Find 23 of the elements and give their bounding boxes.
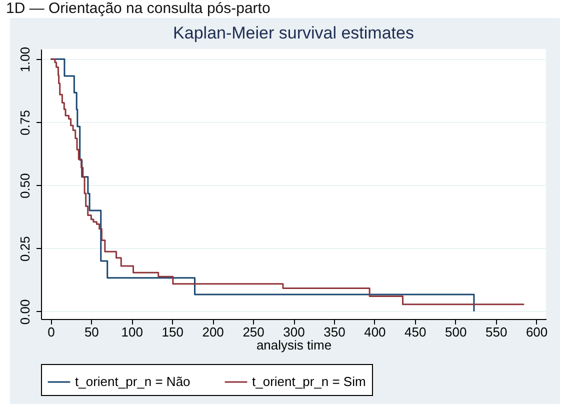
legend-label: t_orient_pr_n = Sim [252, 374, 366, 389]
y-tick-label: 0.75 [18, 110, 32, 136]
y-tick-label: 1.00 [18, 46, 32, 72]
x-tick-label: 250 [242, 324, 264, 340]
x-tick-label: 500 [445, 324, 467, 340]
x-tick-label: 0 [48, 324, 55, 340]
x-tick-label: 300 [283, 324, 305, 340]
x-tick-label: 100 [121, 324, 143, 340]
chart-title: Kaplan-Meier survival estimates [173, 23, 414, 42]
x-tick-label: 350 [324, 324, 346, 340]
x-tick-label: 150 [162, 324, 184, 340]
x-axis-title: analysis time [256, 338, 332, 352]
x-tick-label: 200 [202, 324, 224, 340]
y-tick-label: 0.00 [18, 299, 32, 325]
x-tick-label: 450 [404, 324, 426, 340]
text: 1D — Orientação na consulta pós-parto [5, 0, 272, 18]
y-tick-label: 0.50 [18, 173, 32, 198]
legend-label: t_orient_pr_n = Não [75, 374, 190, 389]
x-tick-label: 50 [84, 324, 99, 340]
x-tick-label: 400 [364, 324, 386, 340]
x-tick-label: 600 [526, 324, 548, 340]
y-tick-label: 0.25 [18, 236, 32, 262]
x-tick-label: 550 [485, 324, 508, 340]
